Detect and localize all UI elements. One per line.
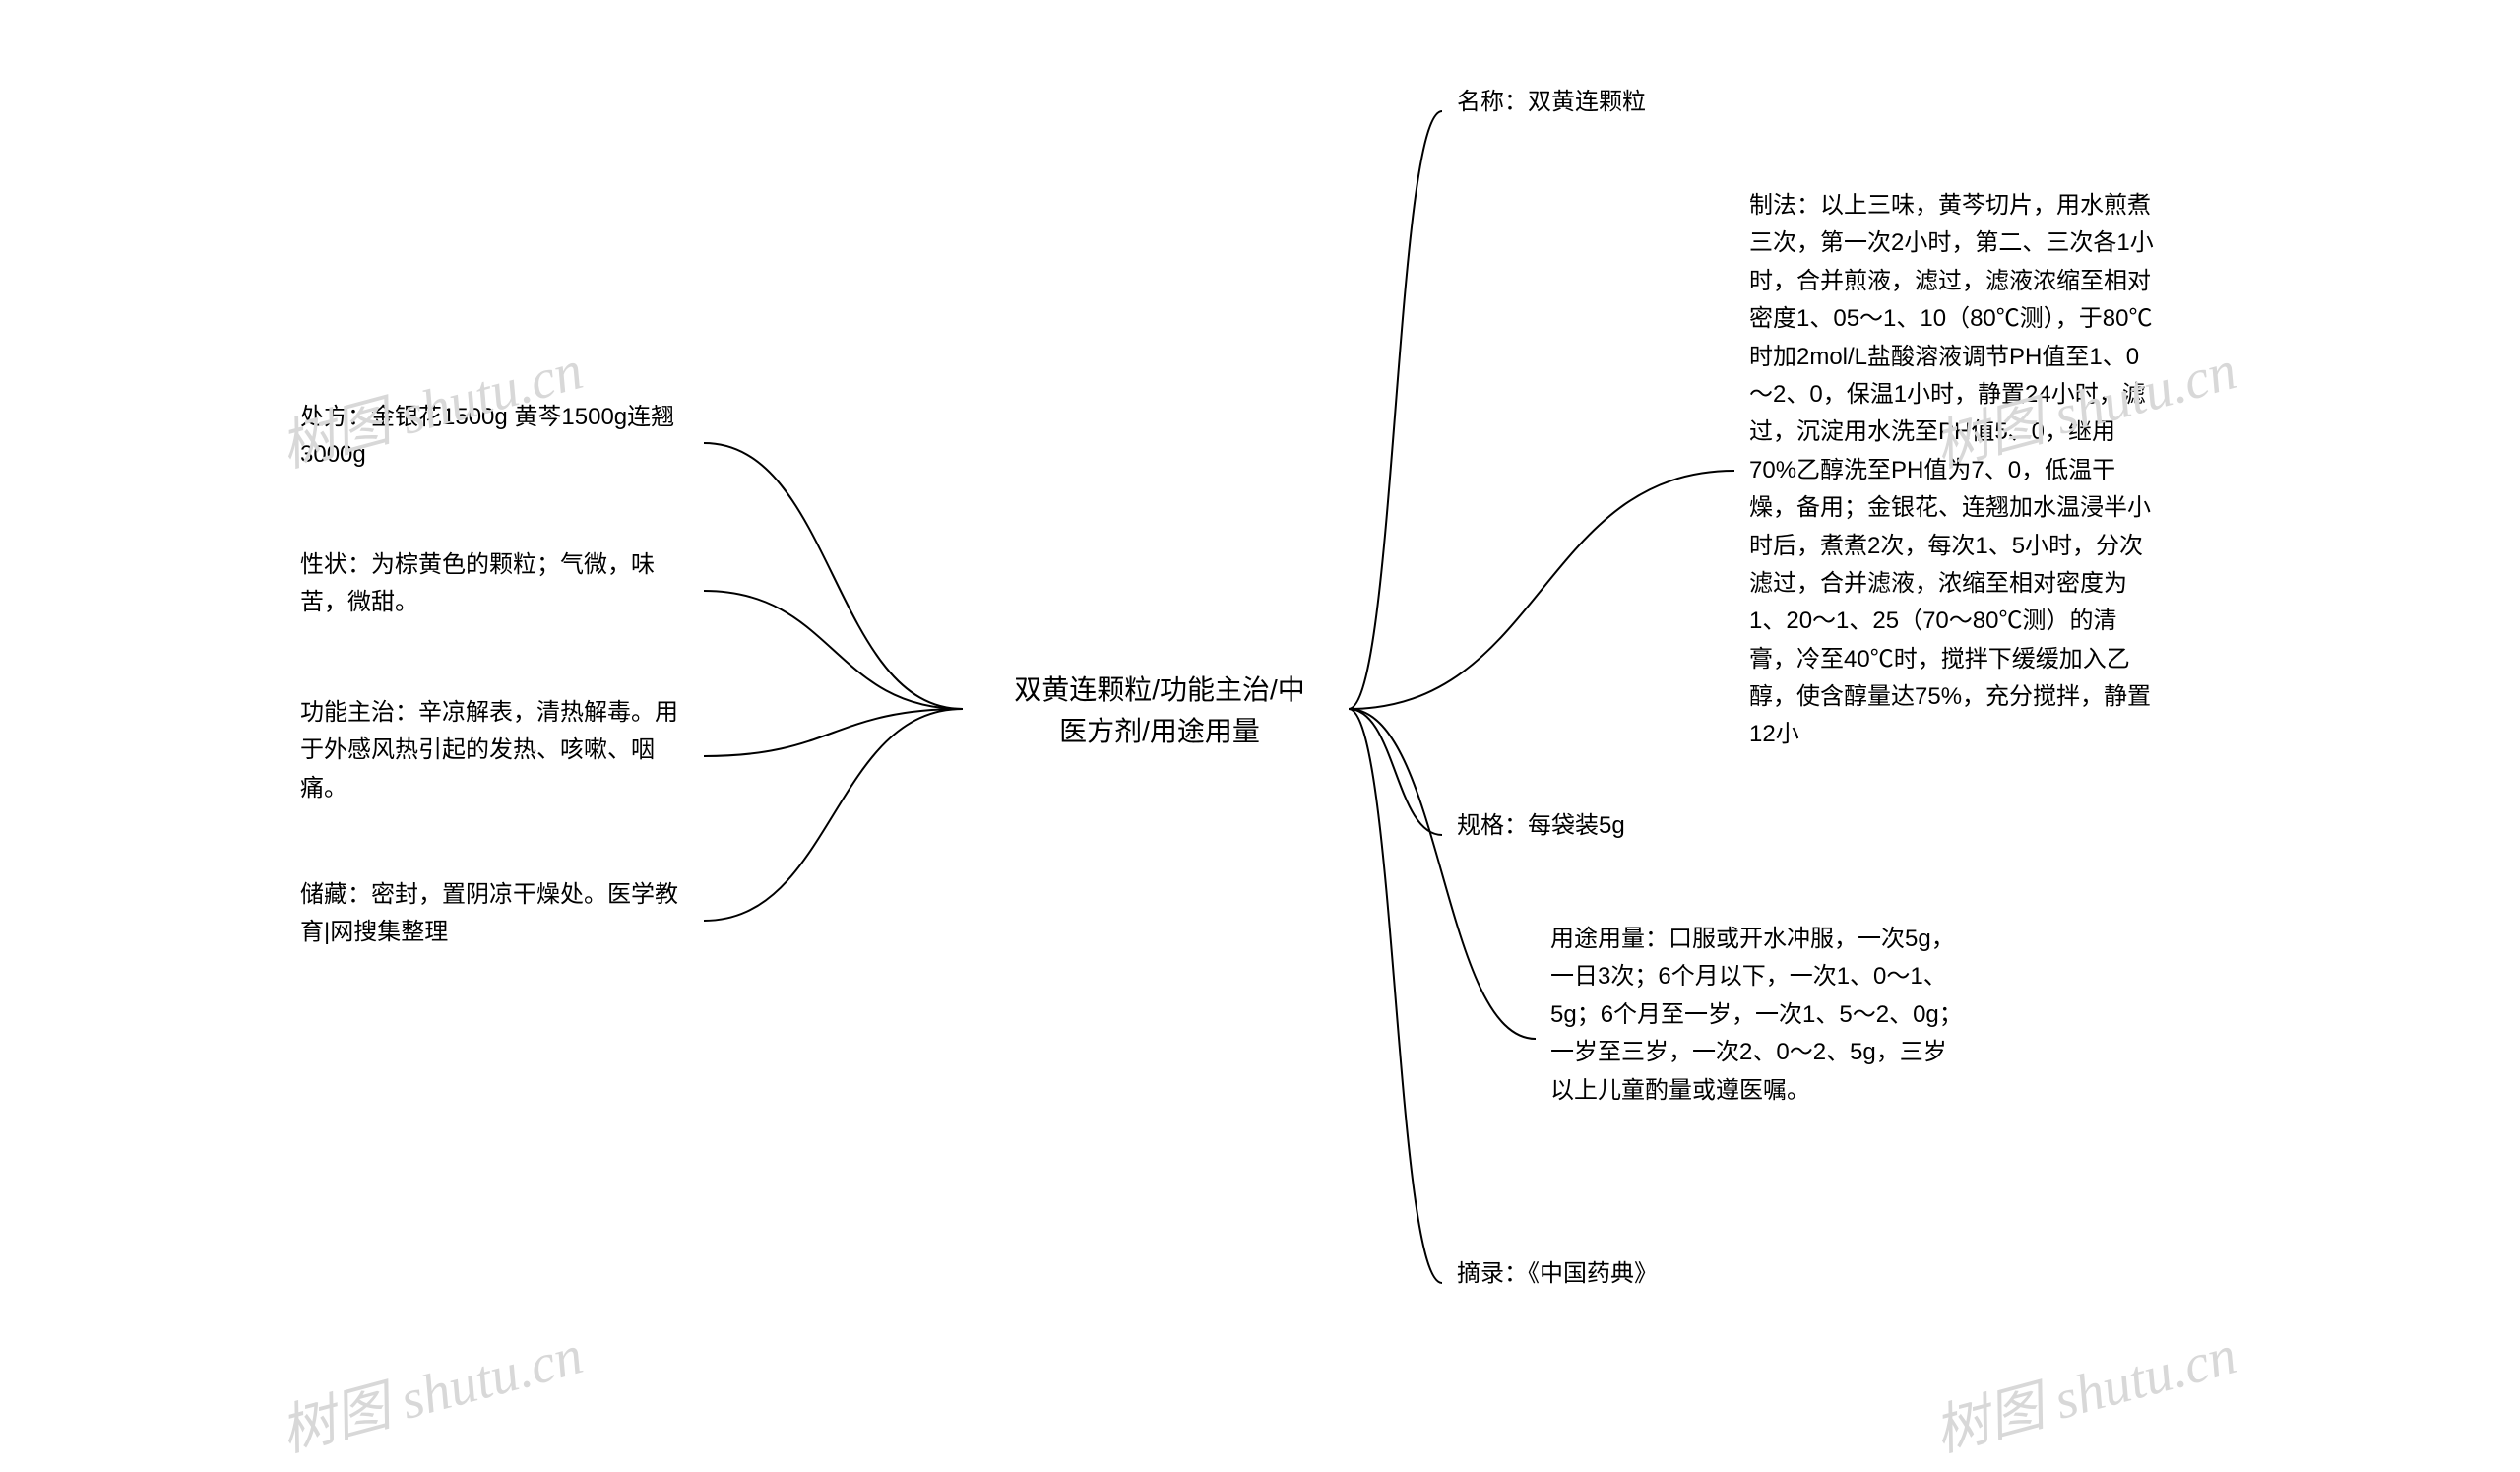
center-node: 双黄连颗粒/功能主治/中 医方剂/用途用量 bbox=[973, 670, 1347, 752]
branch-character: 性状：为棕黄色的颗粒；气微，味苦，微甜。 bbox=[300, 546, 689, 622]
connector-left-4 bbox=[704, 709, 963, 921]
connector-left-2 bbox=[704, 591, 963, 709]
branch-specification: 规格：每袋装5g bbox=[1457, 807, 1752, 845]
branch-storage: 储藏：密封，置阴凉干燥处。医学教育|网搜集整理 bbox=[300, 876, 689, 952]
branch-usage: 用途用量：口服或开水冲服，一次5g，一日3次；6个月以下，一次1、0～1、5g；… bbox=[1550, 921, 1964, 1110]
watermark-3: 树图 shutu.cn bbox=[271, 1311, 590, 1468]
watermark-4: 树图 shutu.cn bbox=[1924, 1311, 2243, 1468]
branch-excerpt: 摘录：《中国药典》 bbox=[1457, 1255, 1811, 1293]
center-line1: 双黄连颗粒/功能主治/中 bbox=[1014, 674, 1305, 705]
connector-right-3 bbox=[1349, 709, 1442, 835]
connector-right-4 bbox=[1349, 709, 1536, 1039]
connector-right-5 bbox=[1349, 709, 1442, 1283]
connector-left-1 bbox=[704, 443, 963, 709]
connector-right-1 bbox=[1349, 111, 1442, 709]
branch-indication: 功能主治：辛凉解表，清热解毒。用于外感风热引起的发热、咳嗽、咽痛。 bbox=[300, 694, 689, 807]
branch-name: 名称：双黄连颗粒 bbox=[1457, 84, 1811, 121]
center-line2: 医方剂/用途用量 bbox=[1059, 716, 1260, 746]
branch-prescription: 处方：金银花1500g 黄芩1500g连翘3000g bbox=[300, 399, 689, 475]
connector-left-3 bbox=[704, 709, 963, 756]
branch-preparation: 制法：以上三味，黄芩切片，用水煎煮三次，第一次2小时，第二、三次各1小时，合并煎… bbox=[1749, 187, 2163, 754]
connector-right-2 bbox=[1349, 471, 1734, 709]
